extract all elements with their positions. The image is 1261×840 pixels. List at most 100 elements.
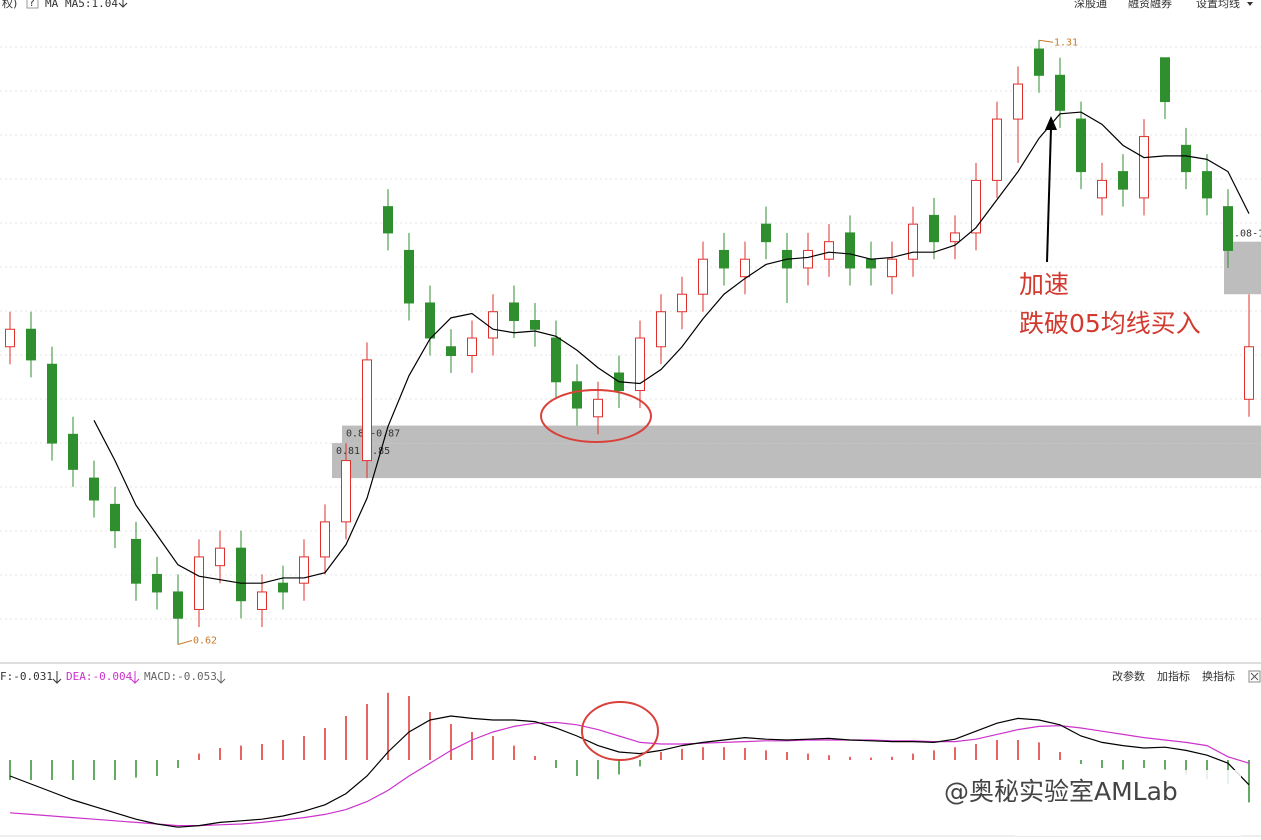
candle-body (992, 118, 1002, 181)
candle-body (1202, 171, 1212, 199)
candle-body (299, 556, 309, 584)
note: 加速 (1019, 270, 1069, 299)
candle-body (719, 249, 729, 269)
dea-line (9, 721, 1250, 827)
candle-body (467, 337, 477, 357)
grid (0, 46, 1261, 620)
ma-value: MA5:1.04 (65, 0, 118, 10)
arrow-head (1045, 116, 1057, 130)
candle-body (1244, 346, 1254, 400)
candle-body (950, 232, 960, 243)
candle-body (425, 302, 435, 339)
highlight-circle (540, 389, 652, 443)
candle-body (320, 521, 330, 558)
candle-body (215, 547, 225, 567)
candle-body (908, 223, 918, 260)
close-button[interactable] (1248, 670, 1261, 683)
candle-body (509, 302, 519, 321)
candle-body (1055, 74, 1065, 111)
candle-body (698, 258, 708, 295)
button[interactable]: 改参数 (1112, 669, 1145, 683)
candle-body (572, 381, 582, 409)
candle-body (131, 538, 141, 584)
candle-body (824, 241, 834, 260)
extreme-pointer (177, 640, 193, 645)
candle-body (677, 293, 687, 313)
candle-body (404, 249, 414, 304)
down-arrow (118, 0, 128, 8)
candle-body (1139, 136, 1149, 199)
toolbar-button[interactable]: 融资融券 (1128, 0, 1172, 10)
candle-body (530, 319, 540, 330)
candle-body (152, 573, 162, 593)
watermark: @奥秘实验室AMLab (944, 777, 1178, 806)
candle-body (635, 337, 645, 392)
arrow (1046, 127, 1052, 263)
extreme-pointer (1038, 39, 1054, 43)
help-box[interactable] (26, 0, 39, 9)
candle-body (1181, 144, 1191, 173)
candle-body (110, 503, 120, 532)
toolbar-text: 权) (2, 0, 17, 10)
note: 跌破05均线买入 (1019, 309, 1201, 338)
zone-label: 1.08-1.02 (1228, 229, 1261, 240)
candle-body (1097, 179, 1107, 199)
candle-body (278, 582, 288, 593)
candle-body (761, 223, 771, 243)
zone-label: 0.85-0.87 (346, 429, 400, 440)
candle-body (488, 311, 498, 339)
price-zone (332, 443, 1261, 479)
candle-body (1013, 83, 1023, 120)
down-arrow (130, 671, 140, 684)
candle-body (1034, 48, 1044, 76)
button[interactable]: 加指标 (1157, 669, 1190, 683)
close-icon (1250, 672, 1259, 681)
extreme-label: 0.62 (193, 635, 217, 646)
down-arrow (52, 671, 62, 684)
candle-body (26, 328, 36, 361)
candle-body (1160, 57, 1170, 103)
candle-body (5, 328, 15, 348)
dif-line (9, 715, 1250, 828)
candle-body (173, 591, 183, 619)
toolbar-button[interactable]: 设置均线 (1196, 0, 1240, 10)
macd-label: MACD:-0.053 (144, 670, 217, 683)
candle-body (803, 249, 813, 269)
button[interactable]: 换指标 (1202, 669, 1235, 683)
candle-body (845, 232, 855, 269)
candle-body (194, 556, 204, 610)
candle-body (446, 346, 456, 357)
dropdown-icon (1247, 2, 1253, 6)
toolbar-button[interactable]: 深股通 (1074, 0, 1107, 10)
candle-body (1076, 118, 1086, 173)
dif-label: F:-0.031 (0, 670, 53, 683)
ma5-line (93, 111, 1250, 584)
candle-body (887, 258, 897, 278)
candle-body (341, 460, 351, 523)
candle-body (929, 214, 939, 243)
ma-label: MA (45, 0, 59, 10)
price-zone (342, 425, 1261, 444)
candle-body (236, 547, 246, 602)
candle-body (1118, 171, 1128, 190)
candle-body (971, 179, 981, 234)
candle-body (257, 591, 267, 610)
candle-body (68, 433, 78, 470)
candle-body (362, 359, 372, 462)
candle-body (866, 258, 876, 269)
candle-body (383, 206, 393, 234)
candle-body (740, 258, 750, 278)
help[interactable]: ? (29, 0, 35, 9)
highlight-circle (581, 701, 659, 761)
dea-label: DEA:-0.004 (66, 670, 133, 683)
candle-body (656, 311, 666, 348)
candle-body (47, 363, 57, 444)
candle-body (89, 477, 99, 501)
down-arrow (216, 671, 226, 684)
extreme-label: 1.31 (1054, 37, 1078, 48)
candle-body (1223, 206, 1233, 251)
watermark-bg (1015, 770, 1241, 836)
candle-body (551, 337, 561, 383)
candle-body (593, 398, 603, 418)
